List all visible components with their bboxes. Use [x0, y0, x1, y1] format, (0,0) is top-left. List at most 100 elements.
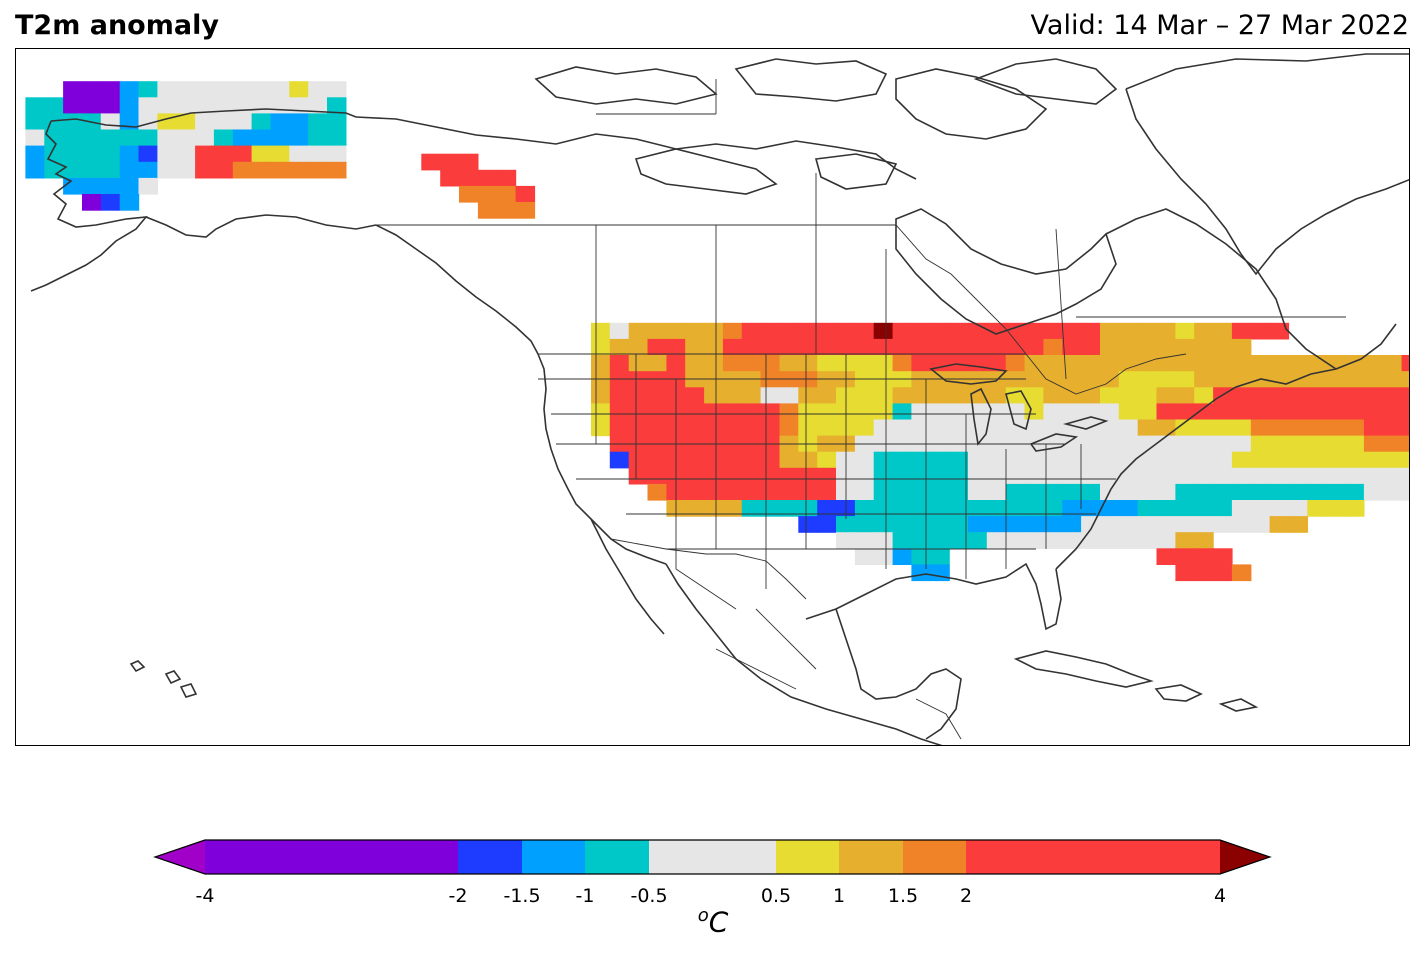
anomaly-cell — [1213, 500, 1233, 517]
colorbar-unit-label: oC — [697, 905, 729, 939]
anomaly-cell — [968, 516, 988, 533]
anomaly-cell — [873, 548, 894, 565]
anomaly-cell — [1194, 371, 1214, 388]
anomaly-cell — [1062, 532, 1082, 549]
anomaly-cell — [968, 451, 988, 469]
anomaly-cell — [798, 338, 818, 356]
anomaly-cell — [911, 516, 931, 533]
anomaly-cell — [1231, 451, 1252, 469]
anomaly-cell — [1269, 387, 1290, 404]
anomaly-cell — [817, 322, 837, 340]
anomaly-cell — [760, 500, 781, 517]
anomaly-cell — [779, 483, 799, 501]
anomaly-cell — [609, 371, 630, 388]
anomaly-cell — [704, 338, 724, 356]
colorbar-tick: -0.5 — [630, 885, 668, 907]
anomaly-cell — [82, 161, 102, 179]
anomaly-cell — [63, 161, 83, 179]
anomaly-cell — [1363, 403, 1384, 421]
anomaly-cell — [1005, 532, 1026, 549]
anomaly-cell — [1137, 355, 1158, 372]
anomaly-cell — [666, 338, 686, 356]
anomaly-cell — [798, 322, 818, 340]
anomaly-cell — [1156, 371, 1176, 388]
anomaly-cell — [1326, 483, 1346, 501]
anomaly-cell — [1382, 467, 1403, 485]
anomaly-cell — [100, 145, 121, 163]
anomaly-cell — [1156, 451, 1176, 469]
anomaly-cell — [1269, 435, 1290, 453]
anomaly-cell — [854, 387, 875, 404]
anomaly-cell — [685, 322, 705, 340]
anomaly-cell — [1345, 467, 1365, 485]
anomaly-cell — [854, 483, 875, 501]
anomaly-cell — [1269, 500, 1290, 517]
anomaly-cell — [873, 467, 894, 485]
anomaly-cell — [930, 564, 950, 582]
anomaly-cell — [1307, 467, 1327, 485]
anomaly-cell — [628, 371, 649, 388]
anomaly-cell — [1213, 451, 1233, 469]
anomaly-cell — [44, 97, 64, 114]
anomaly-cell — [591, 322, 611, 340]
anomaly-cell — [1156, 322, 1176, 340]
anomaly-cell — [1194, 451, 1214, 469]
anomaly-cell — [1175, 467, 1195, 485]
colorbar-bin — [966, 840, 1220, 874]
anomaly-cell — [308, 145, 328, 163]
anomaly-cell — [779, 451, 799, 469]
anomaly-cell — [119, 129, 140, 147]
anomaly-cell — [100, 113, 121, 131]
anomaly-cell — [1024, 467, 1044, 485]
anomaly-cell — [1081, 403, 1101, 421]
anomaly-cell — [440, 169, 460, 187]
anomaly-cell — [270, 161, 290, 179]
anomaly-cell — [82, 177, 102, 195]
colorbar-tick: 1 — [832, 885, 846, 907]
anomaly-cell — [798, 419, 818, 437]
anomaly-cell — [1156, 387, 1176, 404]
anomaly-cell — [722, 355, 743, 372]
anomaly-cell — [685, 371, 705, 388]
anomaly-cell — [1118, 435, 1139, 453]
anomaly-cell — [1137, 451, 1158, 469]
anomaly-cell — [873, 403, 894, 421]
anomaly-cell — [1100, 419, 1120, 437]
anomaly-cell — [1175, 322, 1195, 340]
anomaly-cell — [25, 129, 45, 147]
colorbar-under-arrow — [155, 840, 205, 874]
political-borders — [376, 79, 1346, 740]
anomaly-cell — [1100, 516, 1120, 533]
anomaly-cell — [1213, 355, 1233, 372]
anomaly-cell — [195, 113, 215, 131]
anomaly-cell — [1231, 419, 1252, 437]
anomaly-cell — [1100, 355, 1120, 372]
anomaly-cell — [1081, 483, 1101, 501]
anomaly-cell — [232, 97, 253, 114]
anomaly-cell — [1081, 338, 1101, 356]
anomaly-cell — [873, 451, 894, 469]
anomaly-cell — [741, 451, 762, 469]
anomaly-cell — [157, 113, 177, 131]
anomaly-cell — [911, 564, 931, 582]
anomaly-cell — [1024, 419, 1044, 437]
anomaly-cell — [949, 403, 969, 421]
anomaly-cell — [1118, 355, 1139, 372]
anomaly-cell — [873, 532, 894, 549]
anomaly-cell — [1062, 371, 1082, 388]
anomaly-cell — [1005, 467, 1026, 485]
anomaly-cell — [1345, 387, 1365, 404]
anomaly-cell — [1194, 564, 1214, 582]
anomaly-cell — [722, 500, 743, 517]
anomaly-cell — [157, 97, 177, 114]
anomaly-cell — [741, 338, 762, 356]
anomaly-cell — [1401, 451, 1409, 469]
anomaly-cell — [1005, 451, 1026, 469]
anomaly-cell — [1005, 500, 1026, 517]
anomaly-cell — [1363, 355, 1384, 372]
anomaly-cell — [854, 516, 875, 533]
anomaly-cell — [1175, 532, 1195, 549]
anomaly-cell — [213, 161, 234, 179]
anomaly-cell — [1288, 483, 1308, 501]
anomaly-cell — [1213, 435, 1233, 453]
